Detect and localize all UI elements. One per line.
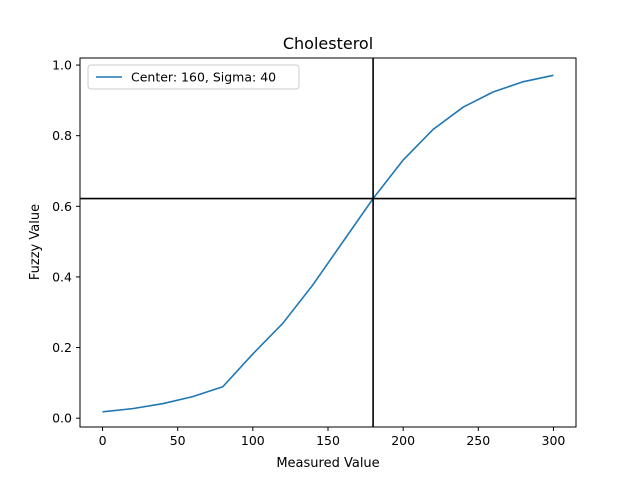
y-tick-label: 0.8 [52,128,72,143]
x-tick-label: 50 [170,433,186,448]
y-axis-label: Fuzzy Value [28,204,43,280]
y-tick-label: 0.2 [52,340,72,355]
y-tick-label: 0.6 [52,199,72,214]
x-tick-label: 100 [241,433,265,448]
chart-title: Cholesterol [283,34,373,53]
y-tick-label: 0.0 [52,411,72,426]
x-axis-label: Measured Value [276,456,379,471]
legend-label: Center: 160, Sigma: 40 [131,70,276,85]
y-tick-label: 0.4 [52,269,72,284]
x-tick-label: 150 [316,433,340,448]
x-tick-label: 0 [99,433,107,448]
x-tick-label: 200 [391,433,415,448]
legend-box [87,64,300,90]
series-line-0 [102,74,554,413]
x-tick-label: 300 [542,433,566,448]
plot-area: 0 50 100 150 200 250 300 0.0 0.2 0.4 0.6 0.8 1.0 Cent… [52,57,577,448]
x-tick-label: 250 [466,433,490,448]
y-tick-label: 1.0 [52,58,72,73]
